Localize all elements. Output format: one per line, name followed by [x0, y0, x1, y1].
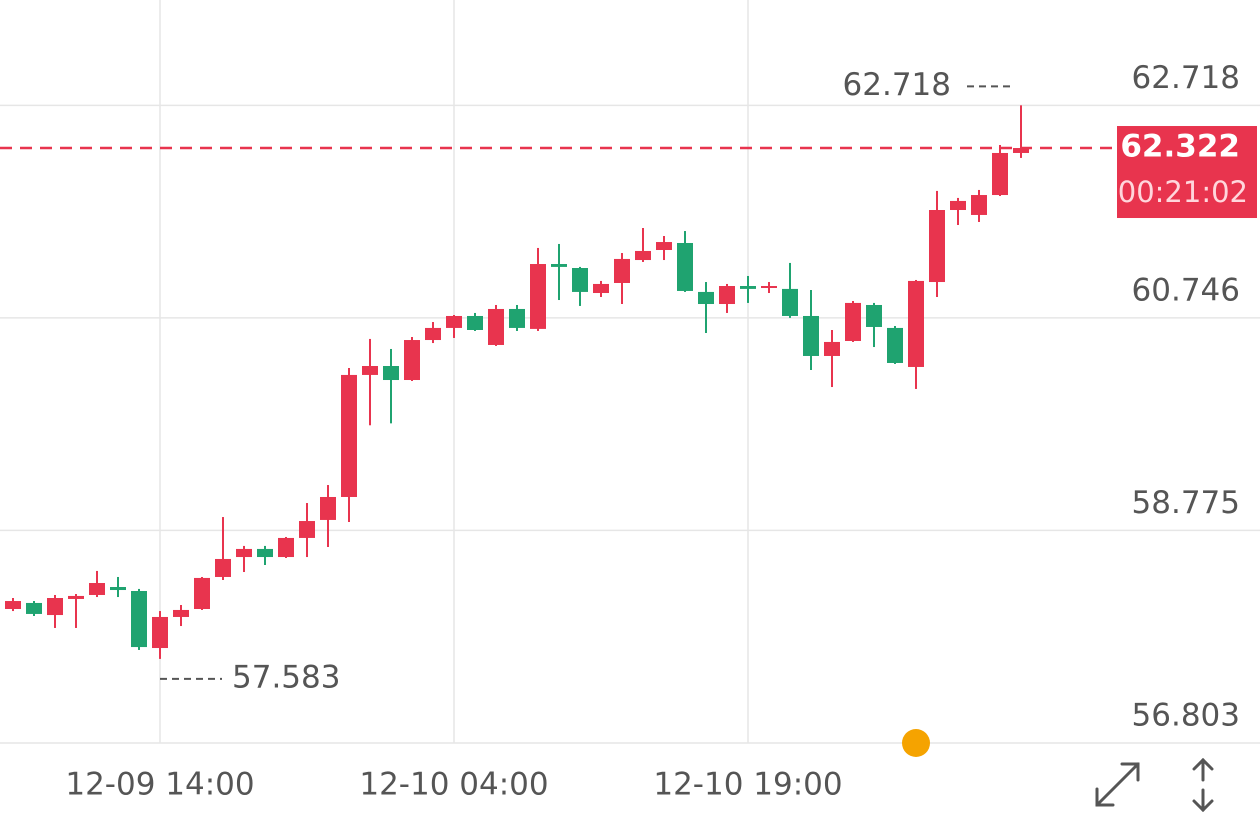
candle-body [425, 327, 441, 341]
candle-body [530, 264, 546, 329]
candle-body [299, 521, 315, 538]
candle-body [152, 616, 168, 649]
candle-body [5, 601, 21, 609]
candle-body [341, 374, 357, 497]
candle-body [971, 195, 987, 215]
candle-body [572, 268, 588, 292]
candle-body [656, 242, 672, 251]
high-annotation: 62.718 [843, 67, 951, 103]
candle-body [866, 304, 882, 327]
event-marker[interactable] [902, 729, 930, 757]
candle-body [362, 366, 378, 375]
current-price-label: 62.322 [1120, 129, 1240, 165]
candle-body [1013, 148, 1029, 153]
candle-body [446, 315, 462, 328]
scale-icon[interactable] [1192, 757, 1214, 813]
candle-body [173, 609, 189, 617]
low-annotation: 57.583 [232, 659, 340, 695]
candle-body [467, 315, 483, 330]
candle-body [593, 283, 609, 294]
candle-body [68, 595, 84, 599]
plot-layer: 56.803 58.775 60.746 62.718 12-09 14:00 12-10… [0, 0, 1260, 803]
candle-body [47, 598, 63, 616]
candle-body [551, 264, 567, 267]
fullscreen-icon[interactable] [1095, 762, 1140, 807]
candle-body [824, 341, 840, 356]
candle-body [614, 258, 630, 283]
candle-body [194, 577, 210, 609]
y-tick-label: 58.775 [1132, 485, 1240, 521]
candle-body [320, 496, 336, 520]
x-tick-label: 12-10 19:00 [653, 767, 842, 803]
y-tick-label: 56.803 [1132, 698, 1240, 734]
candle-body [278, 537, 294, 558]
candle-body [992, 152, 1008, 196]
candle-body [215, 558, 231, 577]
candle-body [698, 291, 714, 305]
candle-body [887, 327, 903, 363]
candle-body [509, 308, 525, 328]
y-tick-label: 60.746 [1132, 272, 1240, 308]
candle-body [845, 302, 861, 341]
candle-body [908, 280, 924, 367]
candle-body [257, 548, 273, 558]
candle-body [803, 315, 819, 356]
candle-body [782, 288, 798, 316]
candle-body [488, 308, 504, 345]
candle-body [677, 242, 693, 291]
candle-body [740, 286, 756, 289]
y-tick-label: 62.718 [1132, 60, 1240, 96]
candle-body [383, 366, 399, 381]
candle-body [929, 210, 945, 283]
candle-body [89, 583, 105, 595]
candle-body [131, 590, 147, 648]
candle-body [236, 548, 252, 558]
x-tick-label: 12-09 14:00 [65, 767, 254, 803]
candle-body [719, 286, 735, 305]
candle-body [26, 602, 42, 614]
candle-body [761, 286, 777, 289]
candle-body [635, 250, 651, 261]
candle-body [950, 200, 966, 211]
x-tick-label: 12-10 04:00 [359, 767, 548, 803]
countdown-label: 00:21:02 [1118, 175, 1248, 209]
price-box [1117, 126, 1257, 219]
candle-body [110, 587, 126, 591]
candle-body [404, 340, 420, 381]
